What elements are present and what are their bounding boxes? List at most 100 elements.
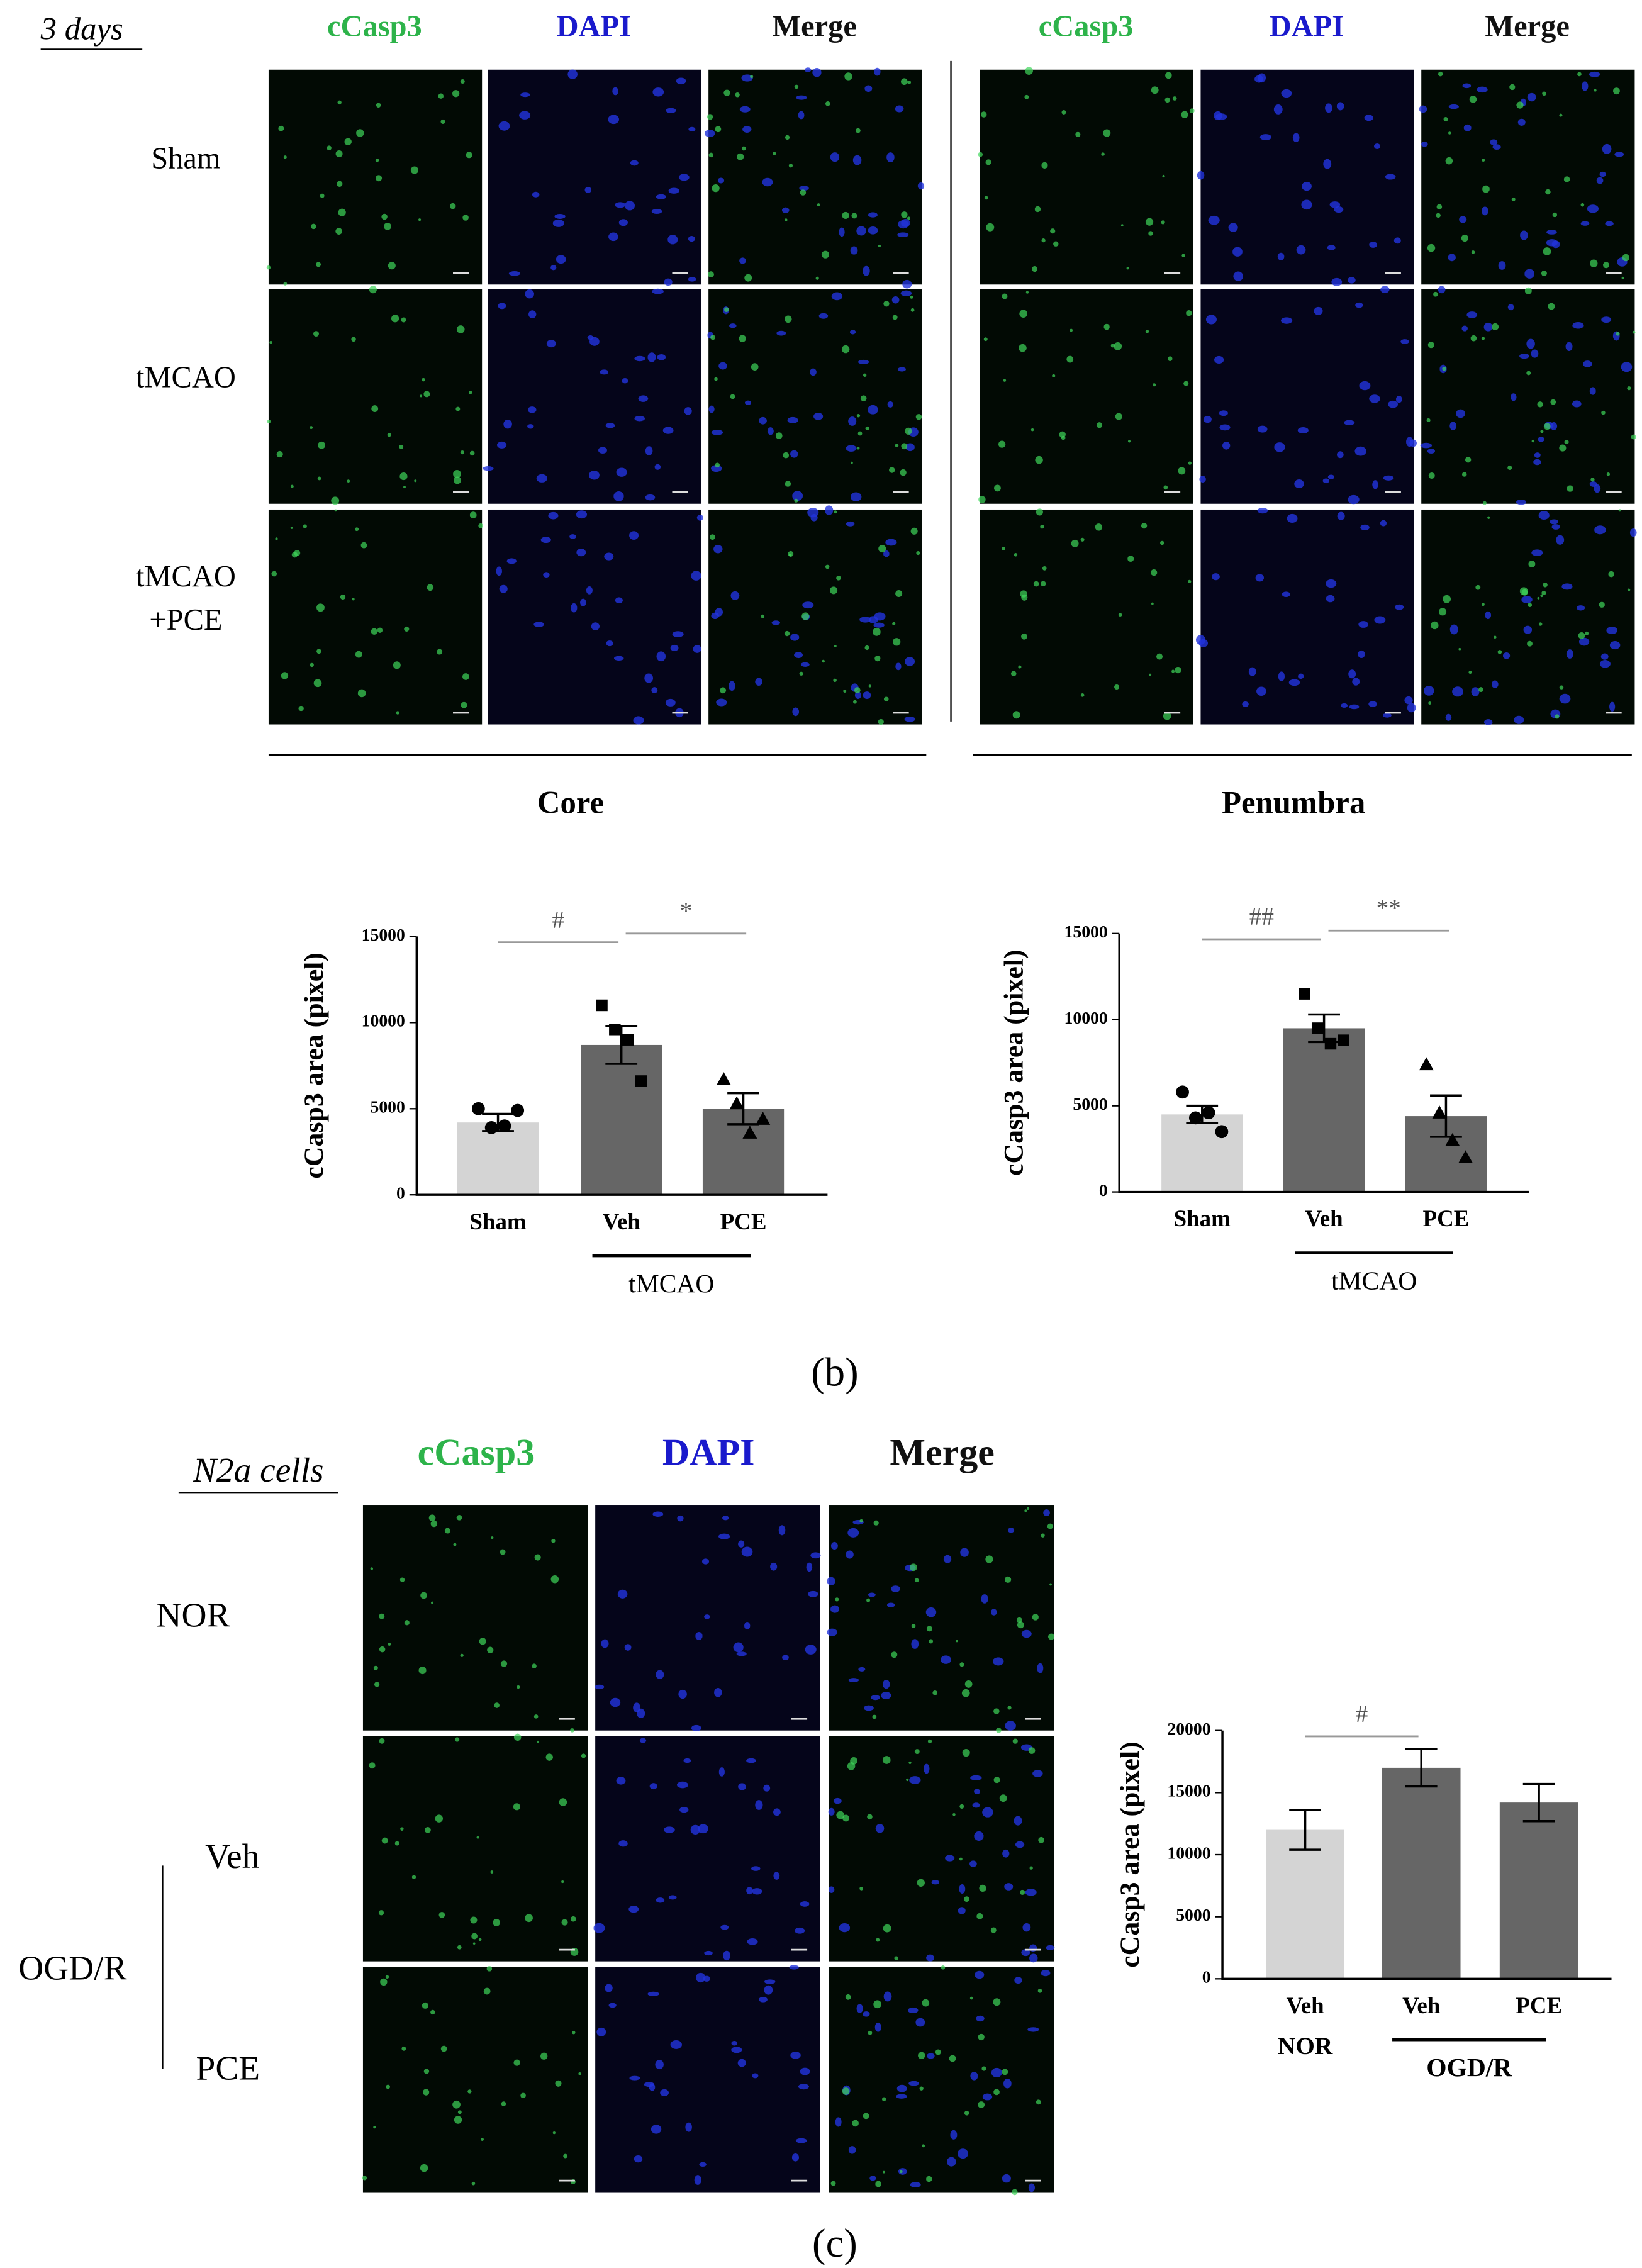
signal <box>491 1536 494 1539</box>
bar <box>1499 1802 1578 1979</box>
signal <box>710 335 716 340</box>
nucleus <box>950 2130 958 2140</box>
bar <box>581 1044 662 1195</box>
signal <box>863 2113 869 2120</box>
signal <box>845 1994 851 2000</box>
nucleus <box>616 1777 626 1785</box>
nucleus <box>698 1824 708 1834</box>
signal <box>1428 701 1432 705</box>
signal <box>578 2072 581 2075</box>
significance-label: ## <box>1249 903 1274 930</box>
signal <box>271 571 277 577</box>
signal <box>401 317 406 323</box>
nucleus <box>800 1901 810 1907</box>
signal <box>1118 613 1122 617</box>
nucleus <box>739 106 751 113</box>
signal <box>563 2153 568 2159</box>
nucleus <box>695 1632 703 1640</box>
nucleus <box>665 698 676 707</box>
signal <box>1002 293 1008 299</box>
nucleus <box>1041 1969 1051 1977</box>
nucleus <box>1599 660 1611 668</box>
nucleus <box>773 1872 780 1880</box>
signal <box>917 1879 925 1887</box>
nucleus <box>1233 271 1244 281</box>
nucleus <box>908 2081 919 2086</box>
nucleus <box>1326 579 1337 588</box>
nucleus <box>830 1541 838 1550</box>
image-bg <box>708 509 922 725</box>
signal <box>993 1708 1000 1714</box>
signal <box>872 1714 877 1719</box>
signal <box>486 1965 493 1972</box>
signal <box>744 274 752 282</box>
nucleus <box>593 1923 605 1933</box>
signal <box>1040 524 1044 529</box>
nucleus <box>688 126 696 131</box>
nucleus <box>1490 139 1498 145</box>
nucleus <box>883 550 890 557</box>
nucleus <box>536 474 547 483</box>
signal <box>1543 583 1548 588</box>
signal <box>371 628 377 635</box>
nucleus <box>532 191 540 198</box>
signal <box>882 1756 891 1764</box>
signal <box>949 2055 956 2062</box>
nucleus <box>668 1895 677 1900</box>
nucleus <box>1393 237 1401 244</box>
nucleus <box>755 1800 763 1810</box>
signal <box>1585 631 1589 635</box>
nucleus <box>849 330 856 335</box>
nucleus <box>1214 355 1224 364</box>
signal <box>1071 539 1079 547</box>
signal <box>520 2092 526 2099</box>
signal <box>313 331 319 337</box>
signal <box>1608 571 1614 578</box>
nucleus <box>751 1866 761 1871</box>
signal <box>739 335 746 342</box>
signal <box>1103 129 1111 137</box>
signal <box>851 213 857 219</box>
nucleus <box>856 226 866 236</box>
nucleus <box>852 155 862 165</box>
nucleus <box>533 622 544 627</box>
channel-label: cCasp3 <box>327 9 422 43</box>
nucleus <box>992 1657 1004 1666</box>
nucleus <box>782 1655 789 1660</box>
nucleus <box>839 227 845 237</box>
signal <box>1011 2189 1018 2196</box>
row-label: tMCAO <box>136 560 236 593</box>
signal <box>1021 594 1028 601</box>
signal <box>320 193 325 198</box>
signal <box>868 2030 873 2035</box>
nucleus <box>1589 71 1600 77</box>
signal <box>1018 665 1022 669</box>
signal <box>1095 523 1103 531</box>
nucleus <box>863 265 870 276</box>
signal <box>1037 1988 1042 1993</box>
group-label: OGD/R <box>18 1948 126 1987</box>
row-label: Veh <box>205 1837 259 1875</box>
signal <box>418 1667 427 1675</box>
nucleus <box>744 400 752 405</box>
data-point <box>1458 1150 1473 1164</box>
signal <box>1431 621 1439 630</box>
signal <box>481 2138 484 2141</box>
image-bg <box>268 69 483 285</box>
nucleus <box>718 1533 730 1539</box>
signal <box>1552 212 1558 218</box>
nucleus <box>795 2138 807 2143</box>
nucleus <box>767 427 774 435</box>
signal <box>1033 581 1039 587</box>
nucleus <box>798 111 805 120</box>
signal <box>996 1728 1002 1733</box>
nucleus <box>1337 511 1345 520</box>
signal <box>399 1577 405 1582</box>
data-point <box>756 1112 771 1125</box>
nucleus <box>704 1950 713 1956</box>
signal <box>864 645 869 651</box>
signal <box>290 527 293 529</box>
nucleus <box>905 443 915 452</box>
signal <box>1153 383 1156 387</box>
nucleus <box>886 152 895 163</box>
